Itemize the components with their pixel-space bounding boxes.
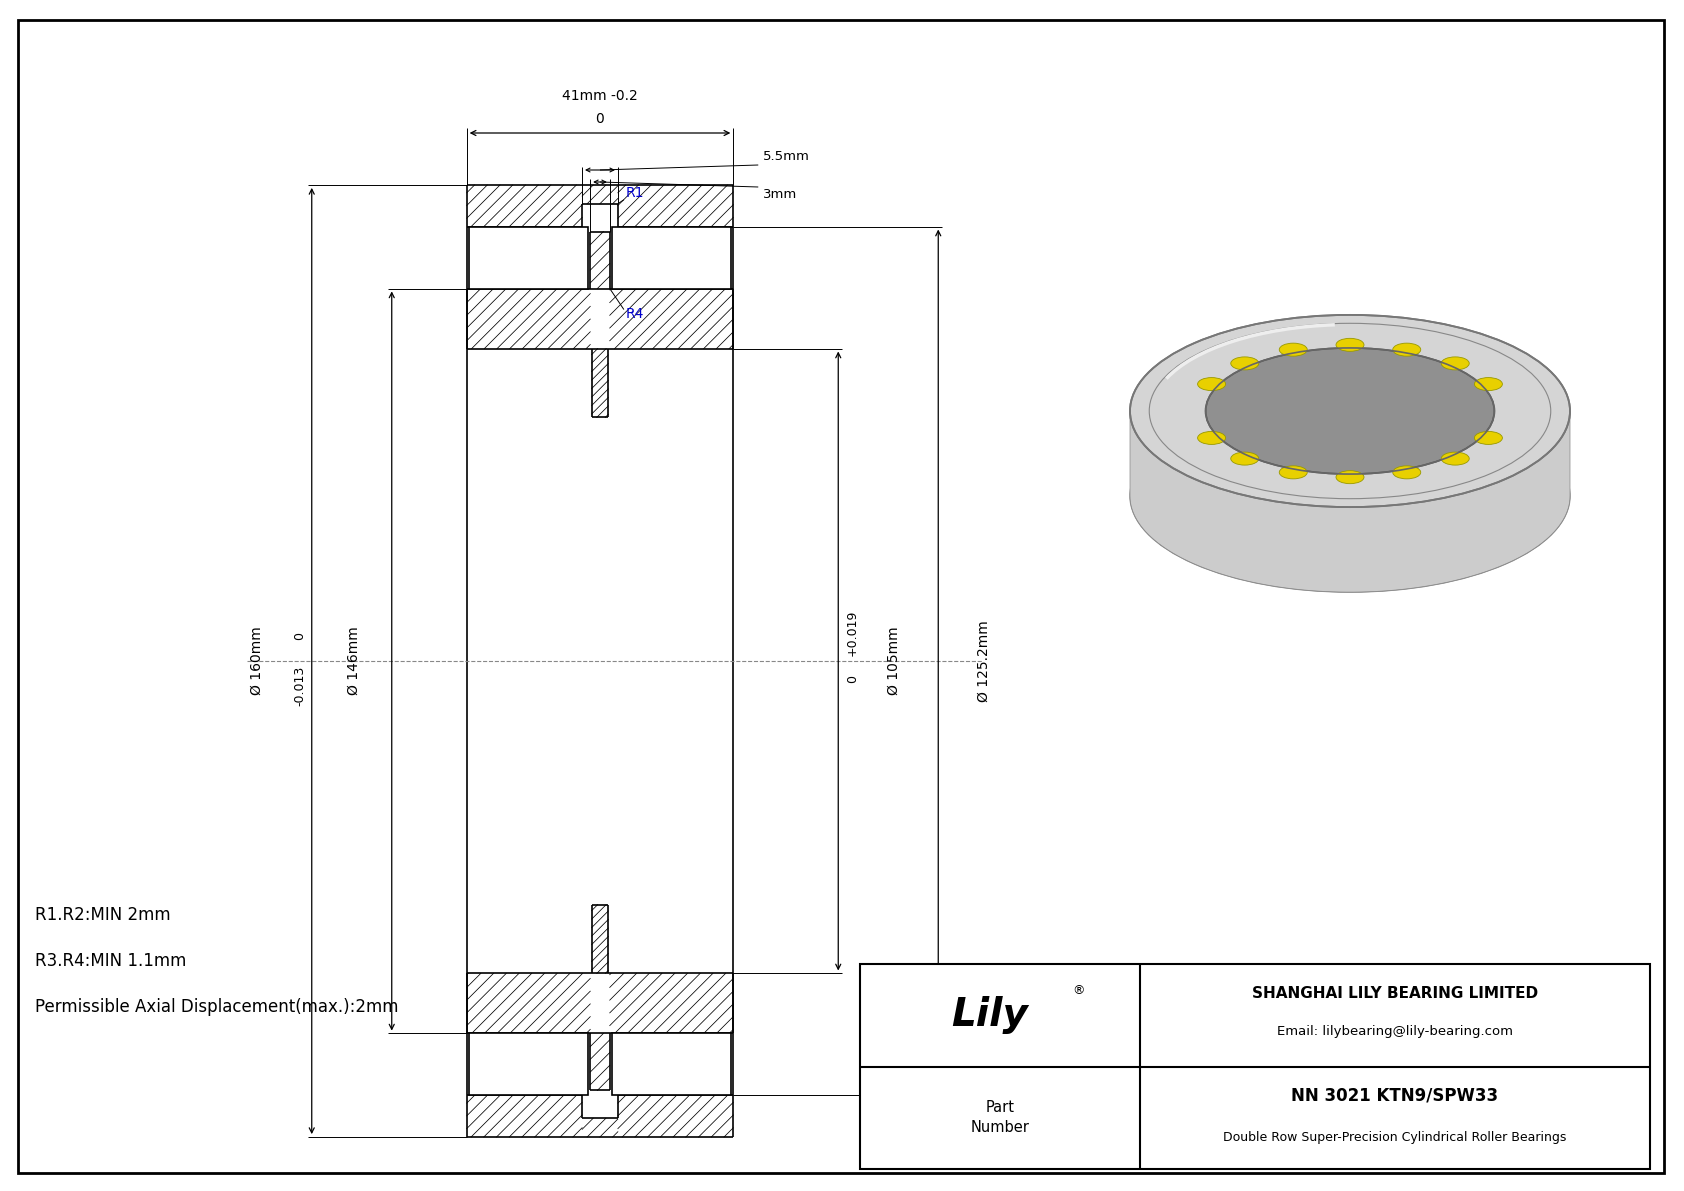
- Text: 0: 0: [596, 112, 605, 126]
- Ellipse shape: [1280, 466, 1307, 479]
- Text: 0: 0: [845, 675, 859, 682]
- Text: Permissible Axial Displacement(max.):2mm: Permissible Axial Displacement(max.):2mm: [35, 998, 399, 1016]
- Text: Ø 160mm: Ø 160mm: [249, 626, 264, 696]
- Polygon shape: [1130, 411, 1569, 592]
- Text: R1.R2:MIN 2mm: R1.R2:MIN 2mm: [35, 906, 170, 924]
- Text: 3mm: 3mm: [763, 188, 798, 201]
- Text: -0.013: -0.013: [293, 666, 306, 706]
- Text: Lily: Lily: [951, 996, 1029, 1034]
- Ellipse shape: [1130, 314, 1569, 507]
- Bar: [611, 1034, 731, 1096]
- Bar: [861, 964, 1650, 1170]
- Ellipse shape: [1197, 431, 1226, 444]
- Ellipse shape: [1393, 466, 1421, 479]
- Bar: [468, 226, 588, 288]
- Ellipse shape: [1475, 431, 1502, 444]
- Text: R4: R4: [626, 306, 645, 320]
- Text: R1: R1: [626, 186, 645, 200]
- Ellipse shape: [1335, 470, 1364, 484]
- Text: +0.019: +0.019: [845, 610, 859, 656]
- Text: ®: ®: [1071, 984, 1084, 997]
- Ellipse shape: [1442, 357, 1468, 370]
- Text: R2: R2: [626, 229, 645, 243]
- Ellipse shape: [1280, 343, 1307, 356]
- Text: Double Row Super-Precision Cylindrical Roller Bearings: Double Row Super-Precision Cylindrical R…: [1223, 1131, 1566, 1145]
- Ellipse shape: [1130, 400, 1569, 592]
- Text: NN 3021 KTN9/SPW33: NN 3021 KTN9/SPW33: [1292, 1086, 1499, 1105]
- Text: 41mm -0.2: 41mm -0.2: [562, 89, 638, 102]
- Ellipse shape: [1475, 378, 1502, 391]
- Text: 5.5mm: 5.5mm: [763, 150, 810, 163]
- Text: R3: R3: [626, 270, 645, 285]
- Ellipse shape: [1442, 453, 1468, 466]
- Ellipse shape: [1197, 378, 1226, 391]
- Ellipse shape: [1231, 453, 1258, 466]
- Text: 0: 0: [293, 632, 306, 640]
- Text: SHANGHAI LILY BEARING LIMITED: SHANGHAI LILY BEARING LIMITED: [1251, 986, 1537, 1000]
- Text: Email: lilybearing@lily-bearing.com: Email: lilybearing@lily-bearing.com: [1276, 1024, 1512, 1037]
- Ellipse shape: [1206, 348, 1494, 474]
- Ellipse shape: [1335, 338, 1364, 351]
- Text: Part
Number: Part Number: [970, 1100, 1029, 1135]
- Text: Ø 146mm: Ø 146mm: [347, 626, 360, 696]
- Bar: [468, 1034, 588, 1096]
- Text: Ø 105mm: Ø 105mm: [886, 626, 901, 696]
- Bar: [611, 226, 731, 288]
- Text: R3.R4:MIN 1.1mm: R3.R4:MIN 1.1mm: [35, 952, 187, 969]
- Text: Ø 125.2mm: Ø 125.2mm: [977, 621, 990, 701]
- Ellipse shape: [1393, 343, 1421, 356]
- Ellipse shape: [1231, 357, 1258, 370]
